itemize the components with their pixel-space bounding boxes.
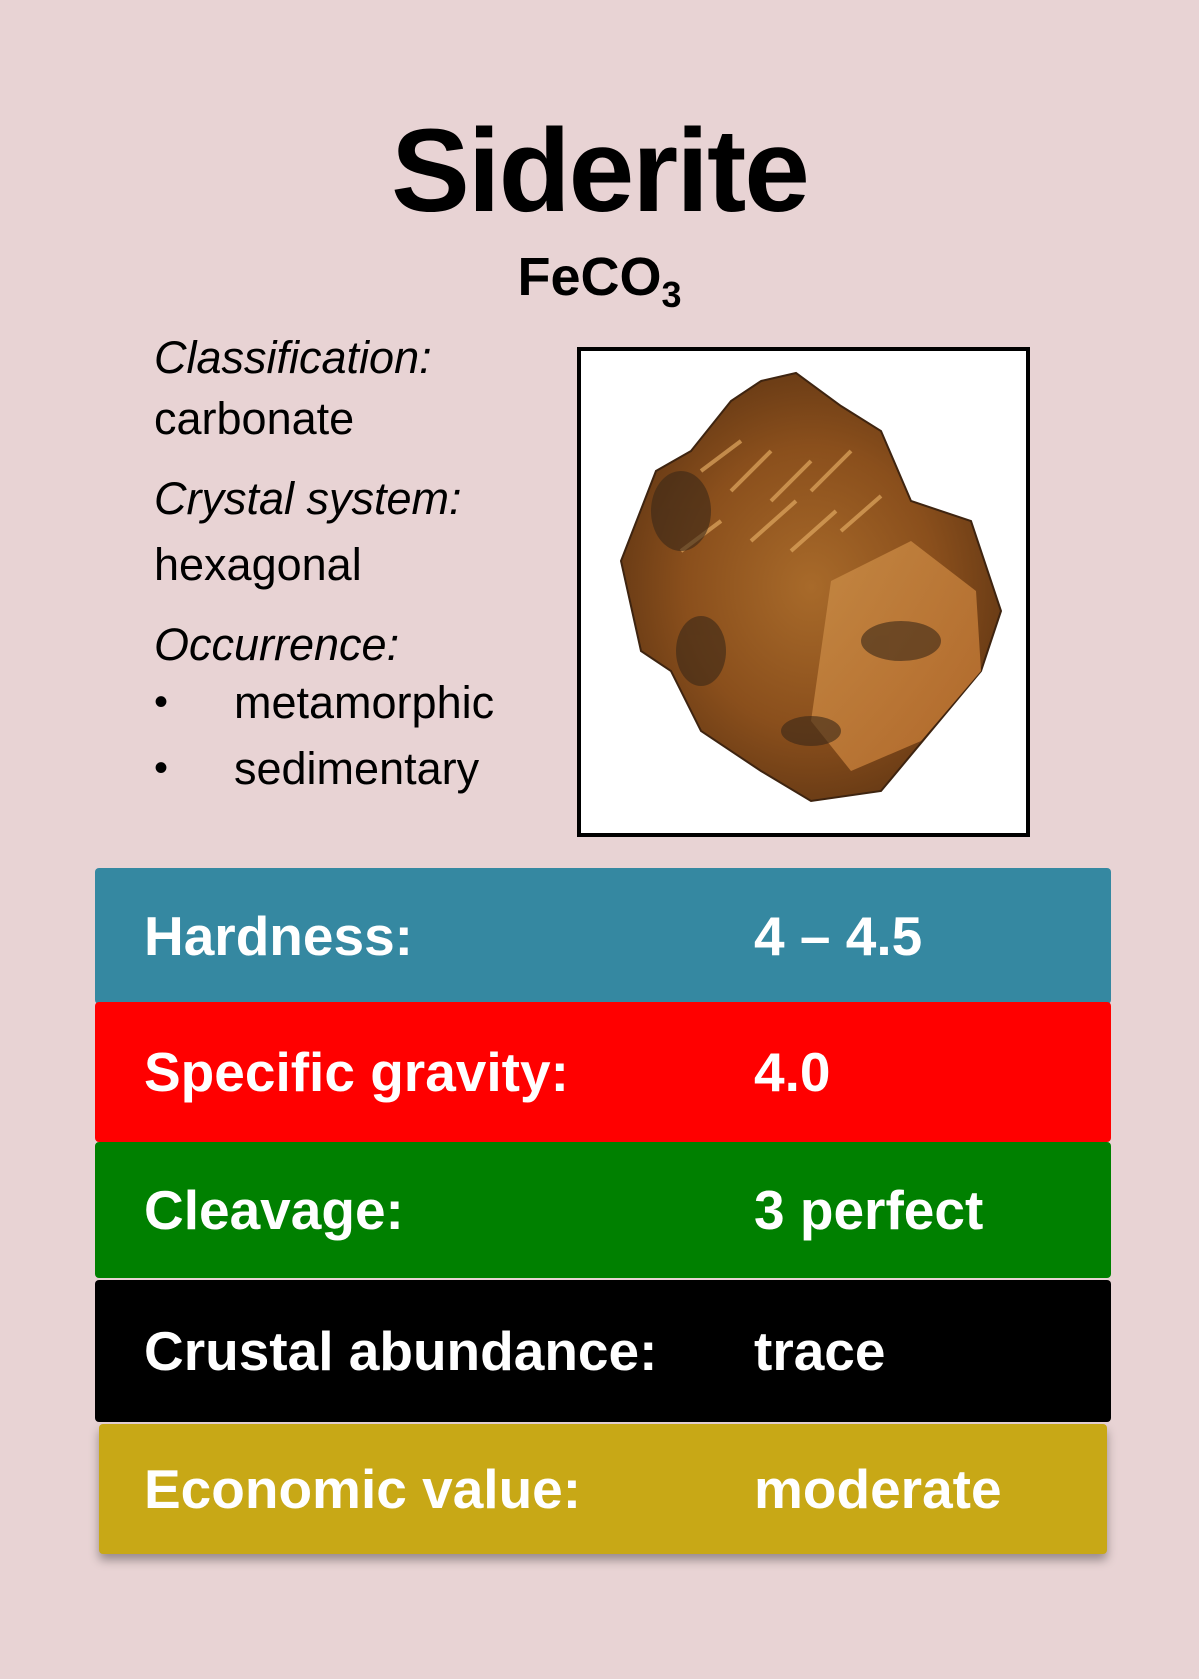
occurrence-label: Occurrence: [154,619,400,670]
crustal-abundance-bar: Crustal abundance: trace [95,1280,1111,1422]
formula-base: FeCO [517,247,662,307]
mineral-specimen-icon [619,371,1003,803]
bullet-icon: • [154,680,169,724]
occurrence-item: sedimentary [234,743,480,794]
specific-gravity-bar: Specific gravity: 4.0 [95,1002,1111,1142]
classification-value: carbonate [154,393,355,444]
crustal-abundance-label: Crustal abundance: [144,1320,658,1382]
hardness-value: 4 – 4.5 [754,905,923,967]
classification-label: Classification: [154,332,432,383]
cleavage-bar: Cleavage: 3 perfect [95,1142,1111,1278]
specific-gravity-label: Specific gravity: [144,1041,569,1103]
chemical-formula: FeCO3 [0,247,1199,313]
bullet-icon: • [154,746,169,790]
mineral-photo [577,347,1030,837]
hardness-label: Hardness: [144,905,413,967]
mineral-title: Siderite [391,105,810,237]
crystal-system-value: hexagonal [154,539,362,590]
formula-subscript: 3 [661,274,682,315]
cleavage-label: Cleavage: [144,1179,404,1241]
specific-gravity-value: 4.0 [754,1041,831,1103]
economic-value-value: moderate [754,1458,1002,1520]
cleavage-value: 3 perfect [754,1179,984,1241]
crystal-system-label: Crystal system: [154,473,462,524]
economic-value-bar: Economic value: moderate [99,1424,1107,1554]
economic-value-label: Economic value: [144,1458,582,1520]
occurrence-item: metamorphic [234,677,495,728]
hardness-bar: Hardness: 4 – 4.5 [95,868,1111,1004]
crustal-abundance-value: trace [754,1320,886,1382]
